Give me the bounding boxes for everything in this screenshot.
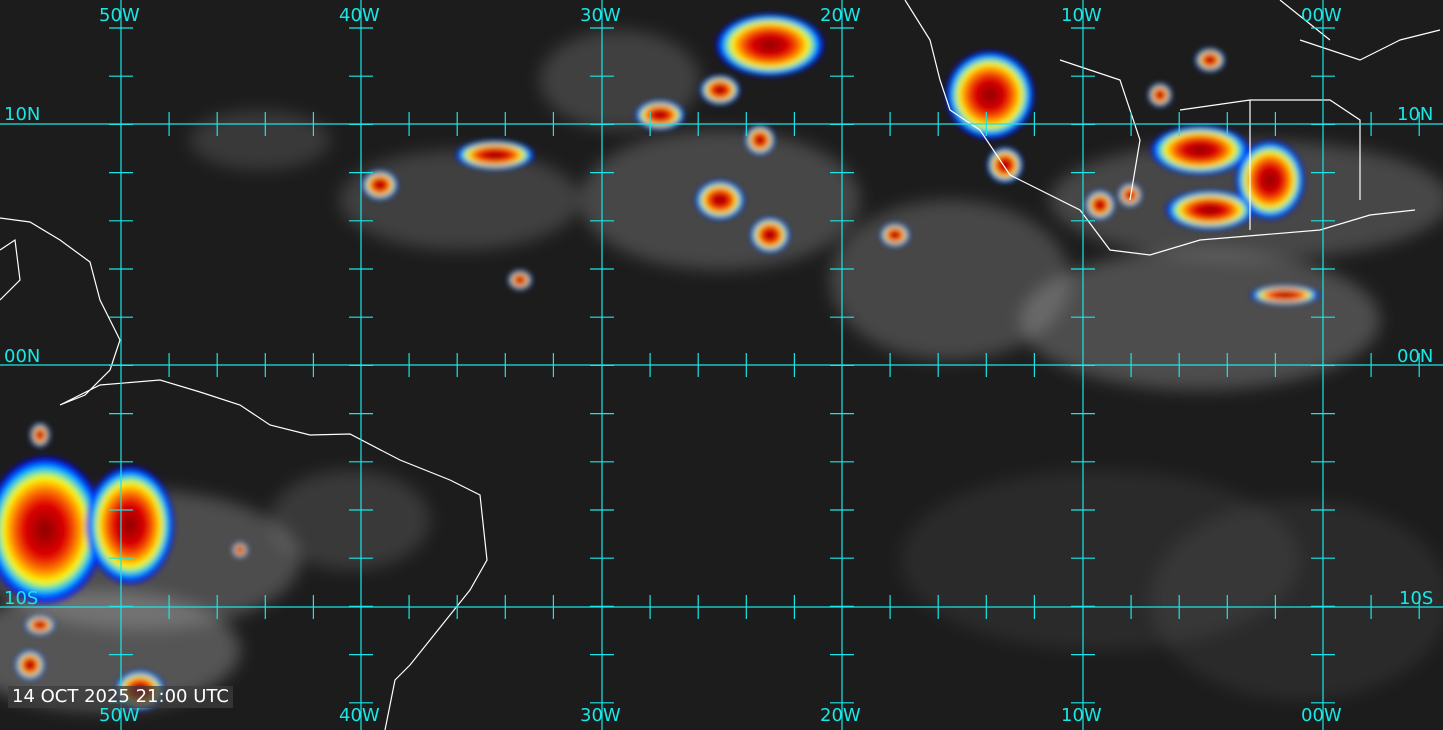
- lat-label-left: 10N: [4, 104, 41, 125]
- lon-label-bottom: 10W: [1061, 705, 1102, 726]
- lon-label-bottom: 00W: [1301, 705, 1342, 726]
- cloud-area: [830, 200, 1070, 360]
- storm-cell: [695, 180, 745, 220]
- lon-label-top: 40W: [339, 5, 380, 26]
- storm-cell: [745, 125, 775, 155]
- cloud-area: [900, 470, 1300, 650]
- storm-cell: [1118, 183, 1142, 207]
- lat-label-left: 00N: [4, 346, 41, 367]
- storm-cell: [987, 147, 1023, 183]
- lon-label-bottom: 50W: [99, 705, 140, 726]
- storm-cell: [85, 465, 175, 585]
- storm-cell: [362, 170, 398, 200]
- storm-cell: [455, 140, 535, 170]
- lon-label-bottom: 40W: [339, 705, 380, 726]
- storm-cell: [700, 75, 740, 105]
- storm-cell: [1250, 285, 1320, 305]
- cloud-area: [340, 150, 580, 250]
- storm-cell: [635, 100, 685, 130]
- storm-cell: [15, 650, 45, 680]
- lon-label-top: 00W: [1301, 5, 1342, 26]
- lat-label-right: 10N: [1397, 104, 1434, 125]
- storm-cell: [1195, 48, 1225, 72]
- storm-cell: [25, 615, 55, 635]
- lon-label-bottom: 20W: [820, 705, 861, 726]
- timestamp-label: 14 OCT 2025 21:00 UTC: [8, 686, 233, 708]
- cloud-area: [270, 470, 430, 570]
- cloud-area: [190, 110, 330, 170]
- lon-label-top: 10W: [1061, 5, 1102, 26]
- lat-label-right: 10S: [1399, 588, 1434, 609]
- storm-cell: [30, 423, 50, 447]
- storm-cell: [880, 223, 910, 247]
- lat-label-left: 10S: [4, 588, 39, 609]
- lat-label-right: 00N: [1397, 346, 1434, 367]
- storm-cell: [232, 542, 248, 558]
- storm-cell: [0, 455, 105, 605]
- cloud-area: [0, 590, 240, 710]
- cloud-area: [1020, 250, 1380, 390]
- storm-cell: [715, 13, 825, 77]
- storm-cell: [1150, 125, 1250, 175]
- lon-label-top: 20W: [820, 5, 861, 26]
- storm-cell: [750, 217, 790, 253]
- storm-cell: [1165, 190, 1255, 230]
- storm-cell: [945, 50, 1035, 140]
- lon-label-top: 30W: [580, 5, 621, 26]
- lon-label-bottom: 30W: [580, 705, 621, 726]
- storm-cell: [1085, 190, 1115, 220]
- lon-label-top: 50W: [99, 5, 140, 26]
- storm-cell: [1148, 83, 1172, 107]
- storm-cell: [508, 270, 532, 290]
- storm-cell: [1235, 140, 1305, 220]
